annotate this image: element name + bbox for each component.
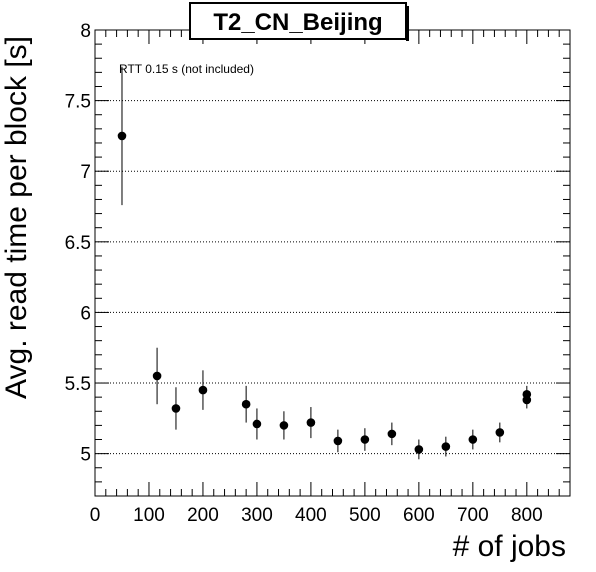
y-tick-label: 7.5 <box>65 92 91 113</box>
data-point <box>360 435 370 444</box>
chart-title: T2_CN_Beijing <box>213 9 382 36</box>
axis-ticks <box>94 29 571 497</box>
data-point <box>441 442 451 451</box>
data-point <box>522 395 532 405</box>
y-tick-label: 6.5 <box>65 233 91 254</box>
x-tick-label: 800 <box>511 505 543 526</box>
x-tick-label: 600 <box>403 505 435 526</box>
data-point <box>333 436 343 446</box>
y-tick-label: 6 <box>80 303 91 324</box>
data-point <box>117 131 127 141</box>
plot-frame <box>94 29 571 497</box>
x-tick-label: 0 <box>90 505 101 526</box>
data-point <box>252 419 262 429</box>
y-tick-label: 5 <box>80 445 91 466</box>
data-point <box>306 418 316 427</box>
data-point <box>468 435 478 444</box>
x-tick-label: 500 <box>349 505 381 526</box>
y-axis-title: Avg. read time per block [s] <box>0 36 33 399</box>
data-point <box>279 421 289 430</box>
data-point <box>198 385 208 395</box>
rtt-annotation: RTT 0.15 s (not included) <box>119 62 254 76</box>
data-points <box>117 66 532 460</box>
grid <box>95 100 570 455</box>
data-point <box>414 445 424 454</box>
x-tick-label: 400 <box>295 505 327 526</box>
data-point <box>152 371 162 381</box>
x-tick-label: 300 <box>241 505 273 526</box>
data-point <box>171 404 181 413</box>
tick-labels: 0 100 200 300 400 500 600 700 800 5 5.5 6 6.5 7 7.5 8 <box>65 21 543 526</box>
data-point <box>241 399 251 409</box>
x-tick-label: 700 <box>457 505 489 526</box>
y-tick-label: 7 <box>80 162 91 183</box>
x-axis-title: # of jobs <box>453 530 566 563</box>
y-tick-label: 5.5 <box>65 374 91 395</box>
x-tick-label: 100 <box>133 505 165 526</box>
y-tick-label: 8 <box>80 21 91 42</box>
x-tick-label: 200 <box>187 505 219 526</box>
data-point <box>495 428 505 437</box>
title-box-shadow <box>406 6 409 41</box>
data-point <box>387 429 397 439</box>
